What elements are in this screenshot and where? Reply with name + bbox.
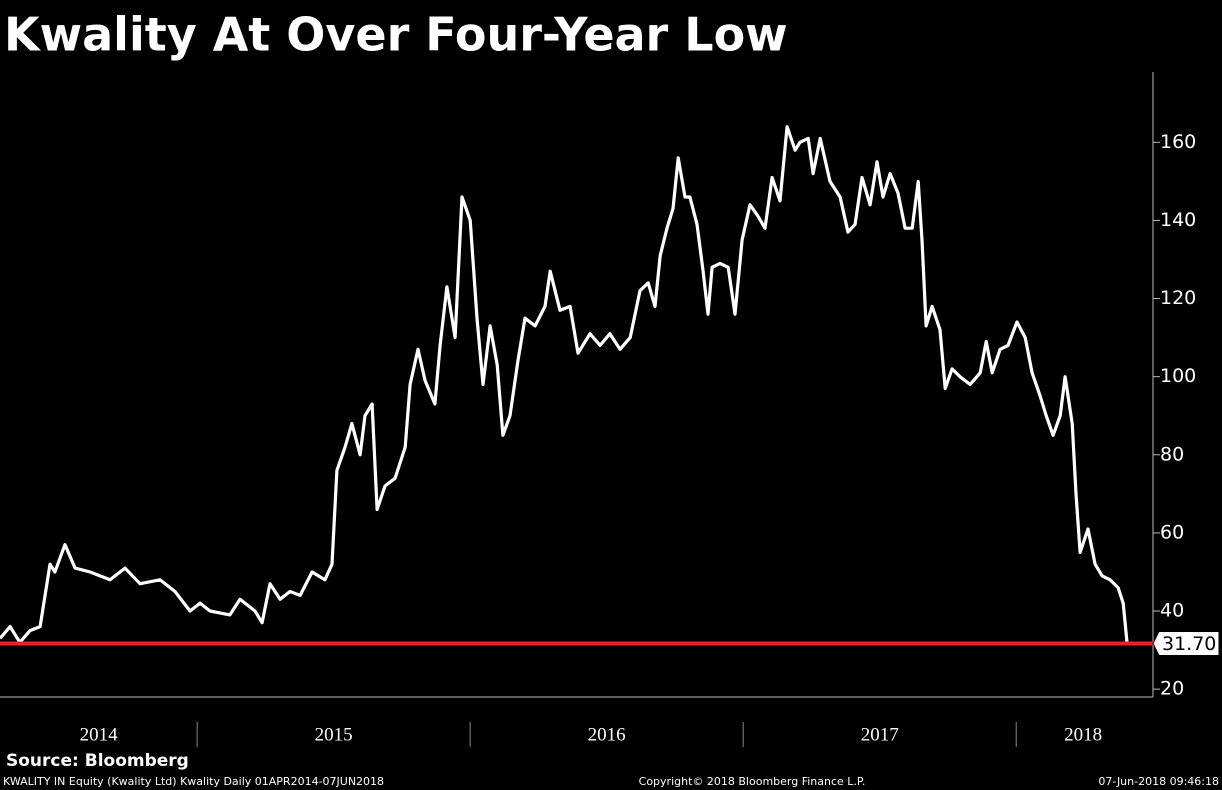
y-tick-label: 60 — [1160, 521, 1184, 543]
price-line — [0, 125, 1129, 644]
x-period-label: 2016 — [588, 724, 626, 745]
x-period-label: 2014 — [80, 724, 119, 745]
footer-left: KWALITY IN Equity (Kwality Ltd) Kwality … — [3, 775, 384, 788]
chart-title: Kwality At Over Four-Year Low — [4, 8, 788, 62]
footer-right: 07-Jun-2018 09:46:18 — [1098, 775, 1219, 788]
x-period-label: 2018 — [1064, 724, 1102, 745]
y-tick-label: 120 — [1160, 287, 1196, 309]
y-tick-label: 140 — [1160, 209, 1196, 231]
y-tick-label: 40 — [1160, 600, 1184, 622]
last-value-label: 31.70 — [1162, 633, 1216, 655]
y-tick-label: 20 — [1160, 678, 1184, 700]
source: Source: Bloomberg — [6, 751, 189, 771]
last-value-box — [1152, 630, 1220, 656]
y-tick-label: 160 — [1160, 131, 1196, 153]
x-period-label: 2015 — [315, 724, 353, 745]
x-period-label: 2017 — [861, 724, 899, 745]
footer-center: Copyright© 2018 Bloomberg Finance L.P. — [639, 775, 866, 788]
y-tick-label: 80 — [1160, 443, 1184, 465]
y-tick-label: 100 — [1160, 365, 1196, 387]
